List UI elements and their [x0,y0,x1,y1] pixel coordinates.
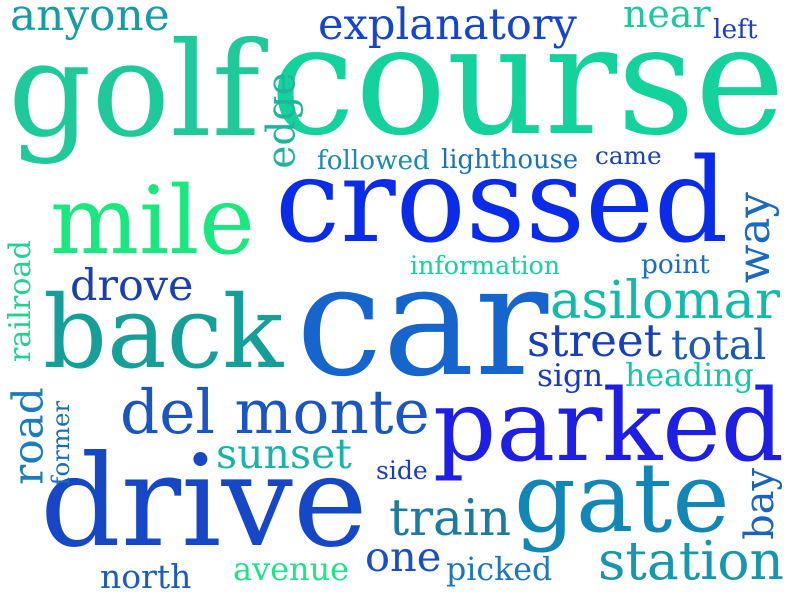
word-way: way [727,191,781,284]
word-del-monte: del monte [120,376,430,448]
word-road: road [3,387,53,485]
word-edge: edge [259,71,305,169]
word-anyone: anyone [10,0,170,41]
word-sunset: sunset [216,429,352,478]
word-came: came [595,141,662,170]
word-crossed: crossed [275,133,729,269]
word-one: one [365,531,442,581]
word-car: car [296,232,549,411]
word-drove: drove [70,260,194,311]
word-mile: mile [50,167,255,276]
word-gate: gate [514,441,730,554]
word-former: former [46,400,76,486]
word-railroad: railroad [2,240,38,363]
word-near: near [623,0,711,36]
word-explanatory: explanatory [318,0,577,50]
word-left: left [713,14,758,45]
word-drive: drive [40,427,368,575]
word-sign: sign [537,357,604,394]
word-total: total [671,321,767,369]
word-train: train [389,489,512,547]
word-bay: bay [736,468,783,540]
word-lighthouse: lighthouse [441,145,579,175]
word-north: north [100,557,192,596]
word-asilomar: asilomar [550,270,781,331]
word-golf: golf [8,14,261,166]
word-followed: followed [317,146,430,176]
word-avenue: avenue [233,550,350,588]
word-street: street [527,313,662,367]
word-course: course [270,0,785,169]
word-point: point [641,250,710,280]
word-information: information [410,250,561,280]
word-parked: parked [433,369,785,484]
word-picked: picked [446,552,553,588]
word-side: side [376,456,428,485]
word-heading: heading [625,357,754,394]
word-station: station [598,528,784,592]
word-back: back [43,273,284,391]
